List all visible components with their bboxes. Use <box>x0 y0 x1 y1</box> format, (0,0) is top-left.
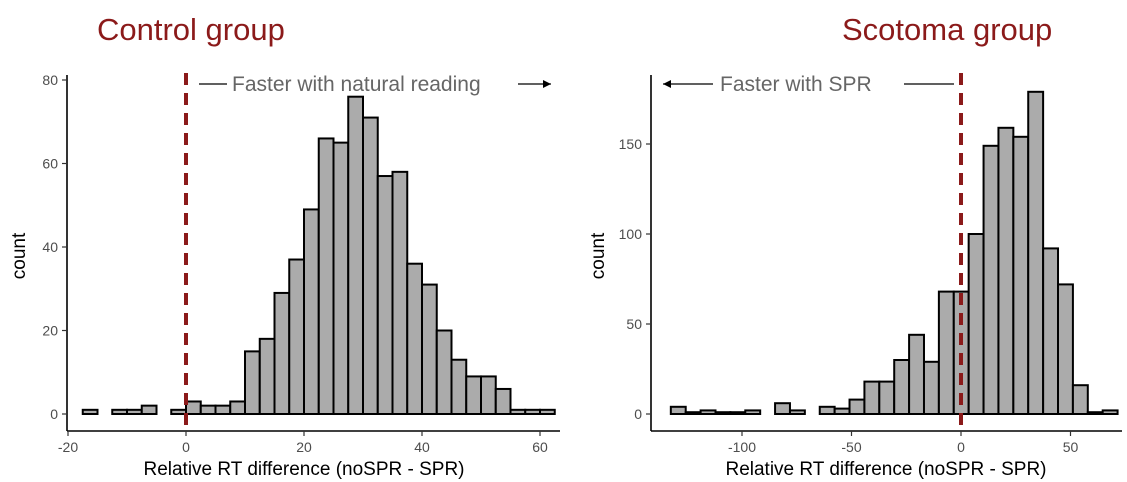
scotoma-histogram-bar-10 <box>818 405 836 415</box>
control-histogram-bar-11 <box>244 350 261 416</box>
control-histogram-bar-3 <box>126 408 143 416</box>
control-histogram-bar-23 <box>421 283 438 415</box>
control-bars <box>81 95 556 416</box>
scotoma-histogram-bar-16 <box>908 333 925 415</box>
scotoma-annotation-arrowhead-icon <box>663 80 671 88</box>
scotoma-histogram-bar-17 <box>922 360 940 415</box>
scotoma-y-axis-title: count <box>588 232 609 279</box>
control-histogram-bar-6 <box>170 408 187 416</box>
scotoma-x-tick-label-3: 50 <box>1063 439 1079 455</box>
scotoma-histogram-bar-7 <box>774 402 791 416</box>
control-histogram-bar-2 <box>111 408 128 416</box>
control-x-tick-label-3: 40 <box>414 439 430 455</box>
control-histogram-bar-21 <box>391 170 409 415</box>
control-histogram-bar-24 <box>435 329 453 415</box>
scotoma-y-tick-label-1: 50 <box>626 316 642 332</box>
scotoma-histogram-bar-27 <box>1071 384 1089 416</box>
control-histogram-bar-25 <box>450 358 468 416</box>
control-y-axis-title: count <box>9 232 30 279</box>
scotoma-histogram-bar-24 <box>1027 90 1045 416</box>
scotoma-histogram-bar-28 <box>1086 411 1104 416</box>
control-histogram-bar-15 <box>303 208 320 415</box>
control-x-tick-label-1: 0 <box>182 439 190 455</box>
scotoma-annotation-text: Faster with SPR <box>720 73 872 96</box>
scotoma-histogram-bar-4 <box>729 411 747 416</box>
scotoma-y-tick-label-2: 100 <box>619 226 643 242</box>
scotoma-x-tick-label-2: 0 <box>957 439 965 455</box>
scotoma-histogram-bar-21 <box>982 144 1000 416</box>
scotoma-annotation: Faster with SPR <box>663 73 954 96</box>
scotoma-histogram-bar-8 <box>788 409 806 415</box>
control-histogram-bar-18 <box>347 95 364 415</box>
scotoma-y-tick-label-0: 0 <box>634 406 642 422</box>
control-histogram-bar-8 <box>199 404 217 415</box>
control-y-tick-label-3: 60 <box>42 156 58 172</box>
control-annotation-arrowhead-icon <box>543 80 551 88</box>
control-y-tick-label-4: 80 <box>42 72 58 88</box>
control-y-tick-label-2: 40 <box>42 239 58 255</box>
scotoma-histogram-bar-0 <box>669 405 687 415</box>
scotoma-histogram-bar-29 <box>1101 409 1119 415</box>
control-annotation-text: Faster with natural reading <box>232 73 481 96</box>
control-group-title: Control group <box>97 12 285 47</box>
control-y-tick-label-1: 20 <box>42 323 58 339</box>
control-histogram-bar-4 <box>140 404 158 415</box>
control-histogram-bar-26 <box>465 375 482 415</box>
control-histogram-bar-7 <box>185 400 202 416</box>
scotoma-group-panel: Scotoma group count Relative RT differen… <box>588 12 1122 480</box>
scotoma-histogram-bar-2 <box>699 409 717 415</box>
control-y-tick-label-0: 0 <box>50 406 58 422</box>
scotoma-histogram-bar-23 <box>1012 135 1030 416</box>
scotoma-histogram-bar-12 <box>848 398 866 416</box>
control-histogram-bar-9 <box>214 404 232 415</box>
control-histogram-bar-16 <box>317 137 335 415</box>
control-histogram-bar-19 <box>362 116 379 415</box>
control-histogram-bar-0 <box>81 408 99 416</box>
scotoma-y-tick-label-3: 150 <box>619 136 643 152</box>
control-histogram-bar-27 <box>480 375 497 415</box>
control-histogram-bar-28 <box>494 387 512 416</box>
scotoma-histogram-bar-1 <box>684 411 702 416</box>
scotoma-x-tick-label-1: -50 <box>841 439 861 455</box>
scotoma-bars <box>669 90 1119 416</box>
control-histogram-bar-31 <box>539 408 556 416</box>
scotoma-histogram-bar-5 <box>744 409 762 415</box>
scotoma-x-axis-title: Relative RT difference (noSPR - SPR) <box>725 459 1046 480</box>
scotoma-histogram-bar-11 <box>833 407 851 416</box>
control-x-tick-label-0: -20 <box>58 439 78 455</box>
scotoma-histogram-bar-15 <box>893 359 911 415</box>
control-histogram-bar-30 <box>524 408 541 416</box>
scotoma-histogram-bar-26 <box>1057 283 1074 415</box>
scotoma-histogram-bar-18 <box>937 290 955 416</box>
control-histogram-bar-13 <box>273 291 291 415</box>
scotoma-histogram-bar-13 <box>863 380 881 416</box>
control-x-axis-title: Relative RT difference (noSPR - SPR) <box>143 459 464 480</box>
control-histogram-bar-17 <box>332 141 350 416</box>
control-x-tick-label-2: 20 <box>296 439 312 455</box>
control-histogram-bar-10 <box>229 400 246 416</box>
control-histogram-bar-20 <box>376 175 394 415</box>
control-annotation: Faster with natural reading <box>199 73 551 96</box>
scotoma-x-tick-label-0: -100 <box>728 439 756 455</box>
scotoma-histogram-bar-25 <box>1042 247 1060 415</box>
control-histogram-bar-29 <box>509 408 527 416</box>
scotoma-group-title: Scotoma group <box>842 12 1052 47</box>
control-x-tick-label-4: 60 <box>532 439 548 455</box>
scotoma-histogram-bar-3 <box>714 411 732 416</box>
control-ticks: -20 0 20 40 60 0 20 40 60 80 <box>42 72 548 455</box>
scotoma-ticks: -100 -50 0 50 0 50 100 150 <box>619 136 1079 455</box>
control-group-panel: Control group count Relative RT differen… <box>9 12 560 480</box>
scotoma-histogram-bar-22 <box>997 126 1015 416</box>
scotoma-histogram-bar-20 <box>967 233 985 415</box>
control-histogram-bar-12 <box>258 337 276 416</box>
control-histogram-bar-22 <box>406 262 423 416</box>
scotoma-histogram-bar-14 <box>878 380 896 416</box>
control-histogram-bar-14 <box>288 258 305 415</box>
